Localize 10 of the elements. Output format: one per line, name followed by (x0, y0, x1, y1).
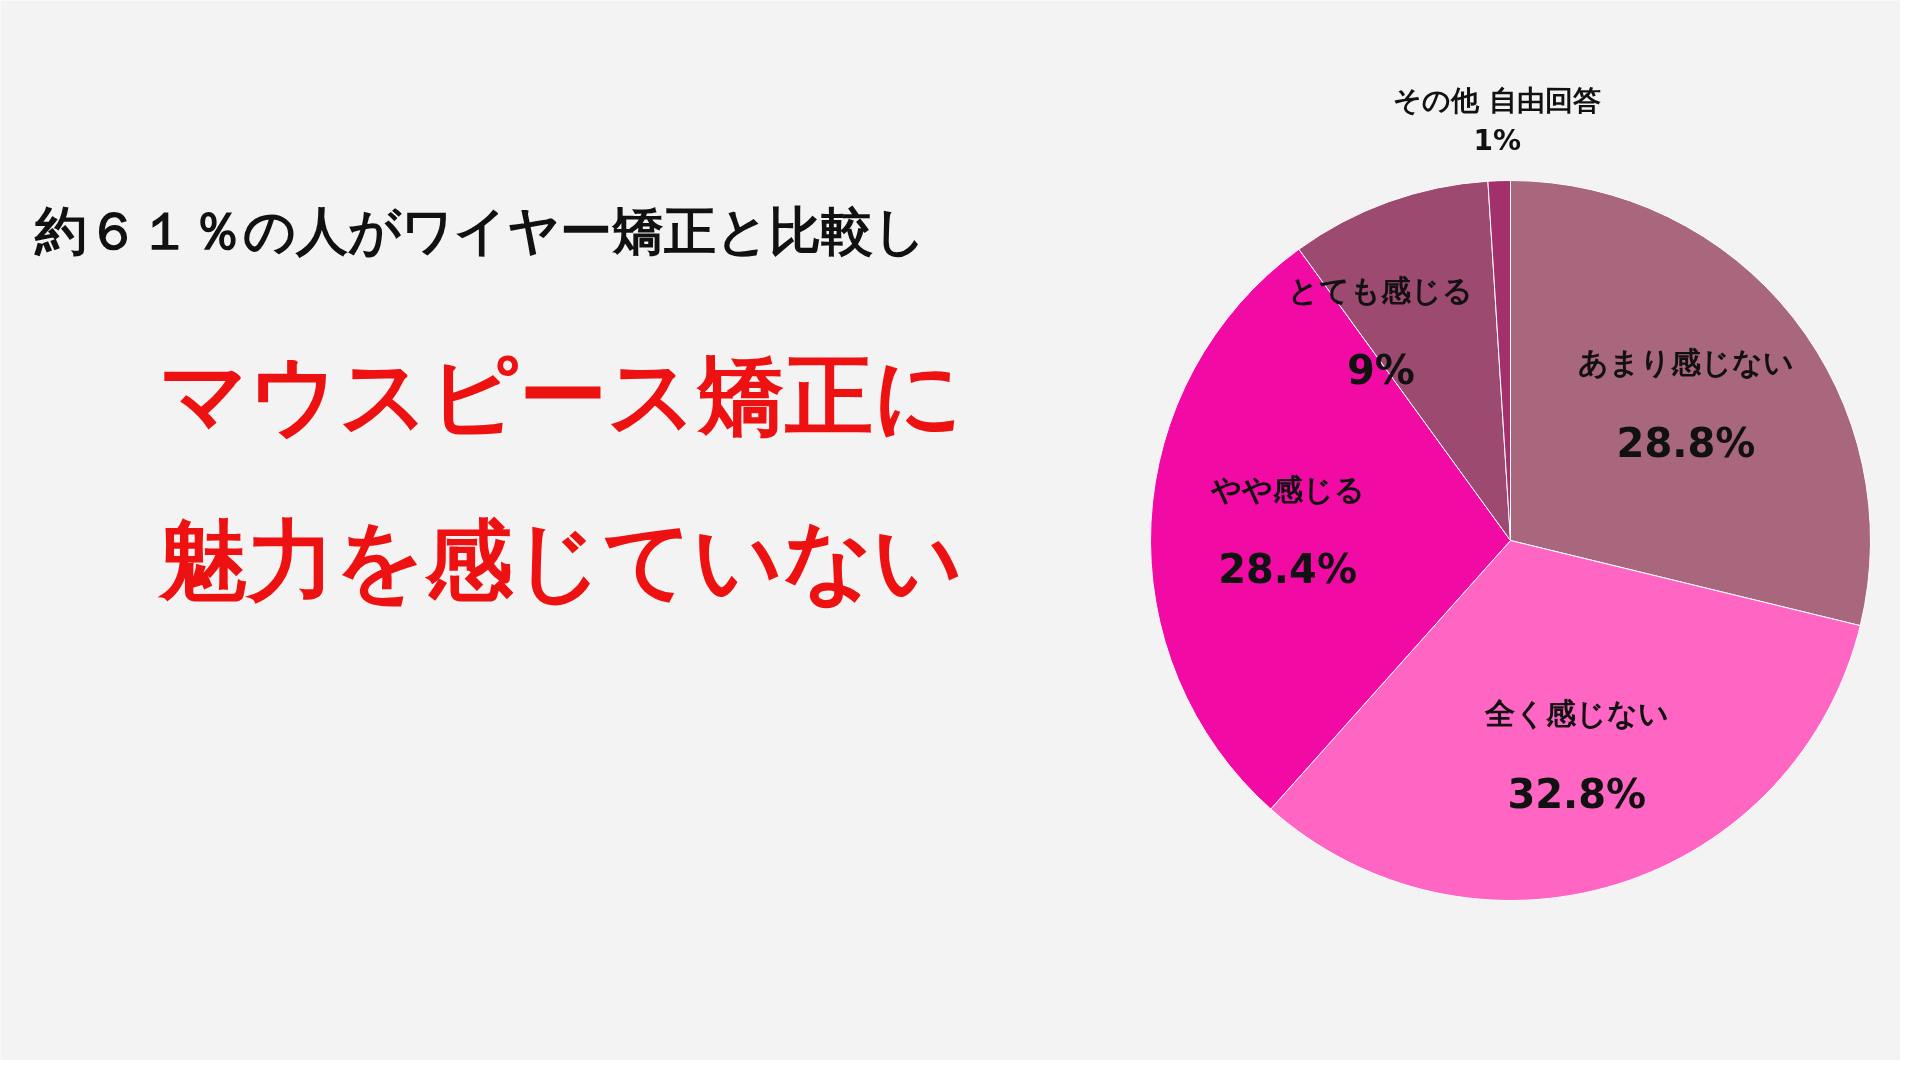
data-label: 28.4% (1218, 546, 1357, 593)
slice-label: その他 自由回答 (1393, 84, 1602, 118)
data-label: 28.8% (1616, 419, 1756, 466)
text: 約６１％の人がワイヤー矯正と比較し (34, 200, 926, 261)
text: マウスピース矯正に魅力を感じていない (156, 344, 963, 612)
data-label: 1% (1473, 124, 1522, 158)
slice-label: やや感じる (1209, 471, 1365, 507)
slice-label: 全く感じない (1483, 696, 1669, 732)
data-label: 32.8% (1507, 770, 1647, 817)
slice-label: あまり感じない (1578, 345, 1794, 381)
